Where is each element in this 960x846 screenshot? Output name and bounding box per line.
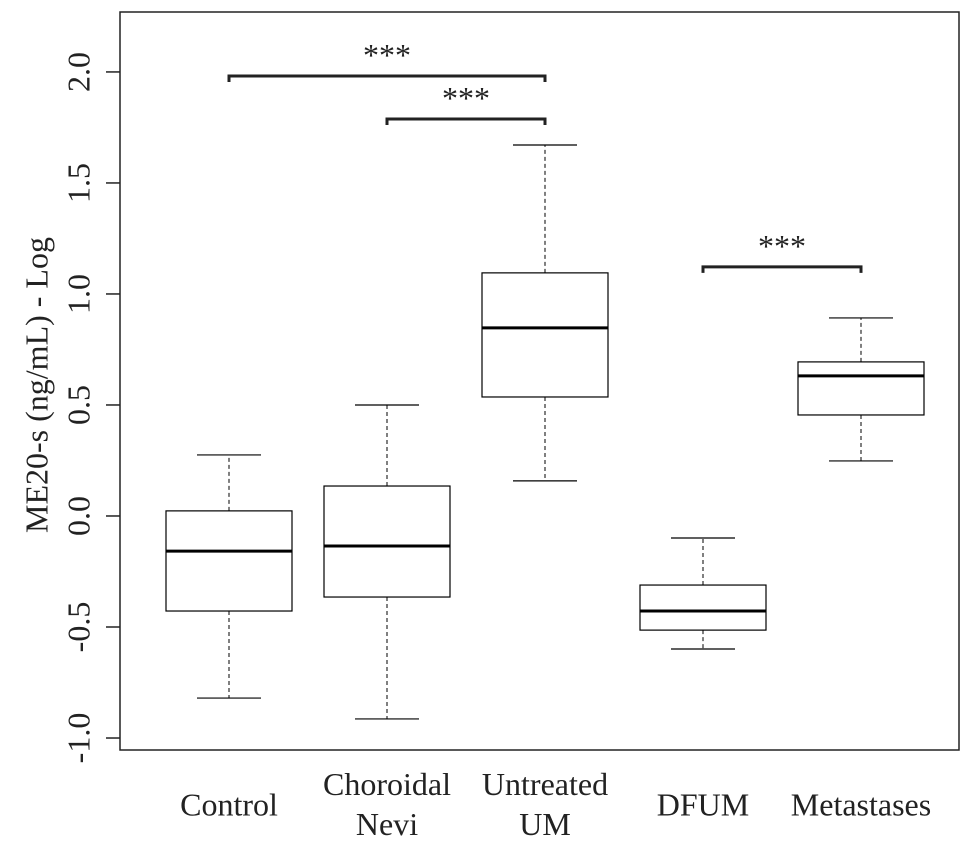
y-tick-label: 0.0	[60, 496, 96, 536]
significance-label: ***	[442, 80, 490, 116]
x-tick-label: Untreated UM	[482, 766, 608, 842]
y-axis-label: ME20-s (ng/mL) - Log	[18, 237, 54, 533]
x-tick-label: Control	[180, 786, 278, 822]
significance-label: ***	[363, 37, 411, 73]
y-tick-label: 0.5	[60, 385, 96, 425]
y-tick-label: -1.0	[60, 713, 96, 764]
significance-bracket	[385, 117, 547, 126]
plot-frame	[119, 11, 960, 751]
x-tick-label: Metastases	[791, 786, 931, 822]
box	[481, 272, 609, 398]
significance-label: ***	[758, 228, 806, 264]
x-tick-label: Choroidal Nevi	[323, 766, 451, 842]
y-tick-label: 1.0	[60, 274, 96, 314]
x-tick-label: DFUM	[657, 786, 749, 822]
box	[797, 361, 925, 416]
box	[639, 584, 767, 631]
significance-bracket	[701, 265, 863, 273]
y-tick-label: 2.0	[60, 52, 96, 92]
box	[165, 510, 293, 612]
y-tick-label: 1.5	[60, 163, 96, 203]
box	[323, 485, 451, 598]
significance-bracket	[227, 74, 547, 82]
y-tick-label: -0.5	[60, 602, 96, 653]
